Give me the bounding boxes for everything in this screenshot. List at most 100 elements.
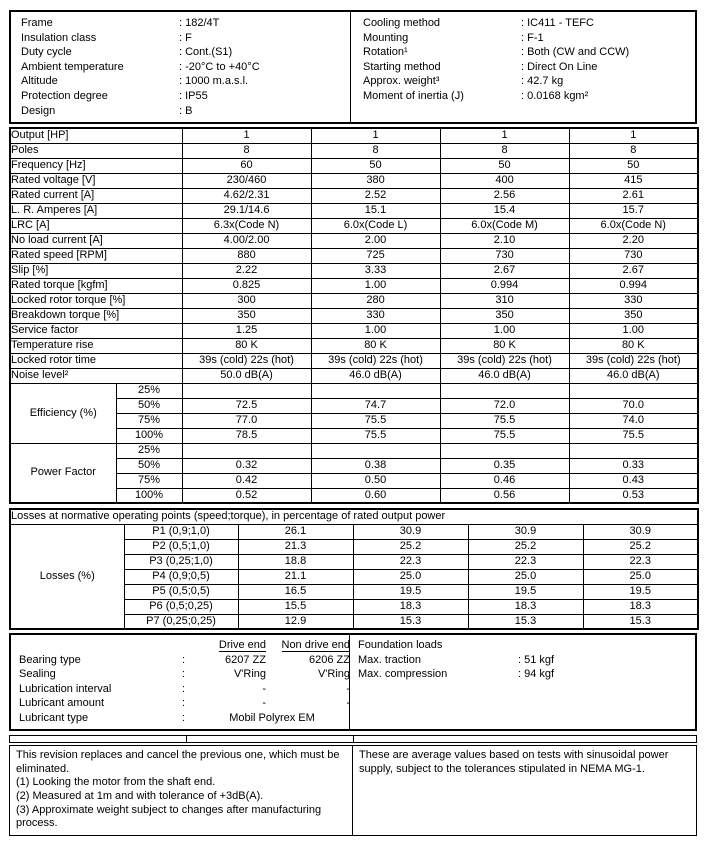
foundation-loads: Foundation loads Max. traction : 51 kgf …	[350, 635, 695, 729]
spacer	[19, 638, 182, 653]
load-cell: 50%	[115, 397, 183, 414]
non-drive-end-value: V'Ring	[317, 668, 350, 681]
value-cell-col4: 15.7	[568, 202, 699, 219]
value-cell-col3: 25.0	[467, 568, 584, 585]
strip-divider	[186, 736, 187, 743]
value-cell-col4: 80 K	[568, 337, 699, 354]
performance-row: Locked rotor time 39s (cold) 22s (hot) 3…	[9, 352, 699, 369]
spec-label: Ambient temperature	[21, 60, 124, 73]
spec-label: Mounting	[363, 31, 409, 44]
value-cell-col4: 50	[568, 157, 699, 174]
row-label-cell: Rated speed [RPM]	[9, 247, 183, 264]
value-cell-col4: 2.61	[568, 187, 699, 204]
spec-label: Insulation class	[21, 31, 97, 44]
lubricant-type-value: Mobil Polyrex EM	[229, 711, 315, 724]
specs-column-right: Cooling method : IC411 - TEFC Mounting :…	[350, 12, 695, 123]
value-cell-col3: 15.3	[467, 613, 584, 630]
notes-right: These are average values based on tests …	[353, 745, 697, 836]
value-cell-col1: 0.42	[181, 472, 312, 489]
performance-rows: Output [HP] 1 1 1 1 Poles 8 8 8 8 Freque…	[9, 127, 699, 384]
load-cell: 75%	[115, 412, 183, 429]
spec-label: Altitude	[21, 75, 58, 88]
load-cell: 100%	[115, 487, 183, 504]
value-cell-col4: 25.0	[582, 568, 699, 585]
spec-row: Mounting : F-1	[363, 31, 695, 46]
value-cell-col2: 330	[310, 307, 441, 324]
performance-row: Temperature rise 80 K 80 K 80 K 80 K	[9, 337, 699, 354]
bearing-row-label: Sealing	[19, 668, 56, 681]
value-cell-col4: 6.0x(Code N)	[568, 217, 699, 234]
note-line: This revision replaces and cancel the pr…	[16, 749, 340, 775]
value-cell-col4: 1	[568, 127, 699, 144]
losses-header: Losses at normative operating points (sp…	[9, 508, 699, 525]
value-cell-col4: 1.00	[568, 322, 699, 339]
row-label-cell: Rated current [A]	[9, 187, 183, 204]
spec-value: : F	[179, 31, 192, 44]
value-cell-col3: 50	[439, 157, 570, 174]
lubricant-type-row: Lubricant type : Mobil Polyrex EM	[19, 711, 349, 726]
spec-label: Moment of inertia (J)	[363, 89, 464, 102]
bearing-row-label: Bearing type	[19, 653, 81, 666]
value-cell-col3: 19.5	[467, 583, 584, 600]
bearing-row-label: Lubricant type	[19, 711, 89, 724]
value-cell-col2: 22.3	[352, 553, 469, 570]
performance-row: Rated torque [kgfm] 0.825 1.00 0.994 0.9…	[9, 277, 699, 294]
drive-end-value: V'Ring	[233, 668, 266, 681]
spec-row: Altitude : 1000 m.a.s.l.	[21, 74, 350, 89]
foundation-load-label: Max. traction	[358, 653, 421, 666]
value-cell-col3: 18.3	[467, 598, 584, 615]
performance-row: Poles 8 8 8 8	[9, 142, 699, 159]
spec-row: Starting method : Direct On Line	[363, 60, 695, 75]
value-cell-col1	[181, 442, 312, 459]
value-cell-col4: 330	[568, 292, 699, 309]
foundation-loads-rows: Max. traction : 51 kgf Max. compression …	[358, 653, 695, 682]
notes-left: This revision replaces and cancel the pr…	[9, 745, 353, 836]
value-cell-col4: 0.994	[568, 277, 699, 294]
row-label-cell: Poles	[9, 142, 183, 159]
spec-row: Duty cycle : Cont.(S1)	[21, 45, 350, 60]
value-cell-col2: 280	[310, 292, 441, 309]
value-cell-col4: 46.0 dB(A)	[568, 367, 699, 384]
value-cell-col4: 18.3	[582, 598, 699, 615]
value-cell-col2: 0.60	[310, 487, 441, 504]
value-cell-col1: 78.5	[181, 427, 312, 444]
value-cell-col1: 880	[181, 247, 312, 264]
value-cell-col4: 415	[568, 172, 699, 189]
losses-header-row: Losses at normative operating points (sp…	[9, 508, 699, 525]
value-cell-col4: 2.20	[568, 232, 699, 249]
colon: :	[182, 711, 186, 724]
spec-label: Approx. weight³	[363, 75, 440, 88]
value-cell-col1: 77.0	[181, 412, 312, 429]
value-cell-col2: 2.52	[310, 187, 441, 204]
value-cell-col2: 1	[310, 127, 441, 144]
losses-group-label: Losses (%)	[9, 523, 125, 630]
value-cell-col1: 29.1/14.6	[181, 202, 312, 219]
value-cell-col4: 30.9	[582, 523, 699, 540]
row-label-cell: Service factor	[9, 322, 183, 339]
row-label-cell: Output [HP]	[9, 127, 183, 144]
value-cell-col1: 80 K	[181, 337, 312, 354]
point-cell: P5 (0,5;0,5)	[123, 583, 239, 600]
value-cell-col4: 25.2	[582, 538, 699, 555]
spec-row: Cooling method : IC411 - TEFC	[363, 16, 695, 31]
colon: :	[182, 653, 186, 666]
foundation-load-value: : 51 kgf	[518, 653, 555, 666]
power-factor-row: 50% 0.32 0.38 0.35 0.33	[10, 457, 699, 474]
value-cell-col3: 75.5	[439, 412, 570, 429]
spec-value: : Direct On Line	[521, 60, 598, 73]
bearing-row-label: Lubricant amount	[19, 697, 104, 710]
value-cell-col1: 39s (cold) 22s (hot)	[181, 352, 312, 369]
point-cell: P3 (0,25;1,0)	[123, 553, 239, 570]
value-cell-col3: 22.3	[467, 553, 584, 570]
bearing-foundation-box: Drive end Non drive end Bearing type : 6…	[9, 633, 697, 732]
spec-row: Ambient temperature : -20°C to +40°C	[21, 60, 350, 75]
bearing-row: Lubricant amount : - -	[19, 696, 350, 711]
value-cell-col3: 6.0x(Code M)	[439, 217, 570, 234]
value-cell-col3	[439, 382, 570, 399]
spec-value: : B	[179, 104, 193, 117]
drive-end-value: -	[262, 697, 266, 710]
value-cell-col2: 0.38	[310, 457, 441, 474]
value-cell-col3: 15.4	[439, 202, 570, 219]
value-cell-col1: 350	[181, 307, 312, 324]
value-cell-col3: 0.35	[439, 457, 570, 474]
